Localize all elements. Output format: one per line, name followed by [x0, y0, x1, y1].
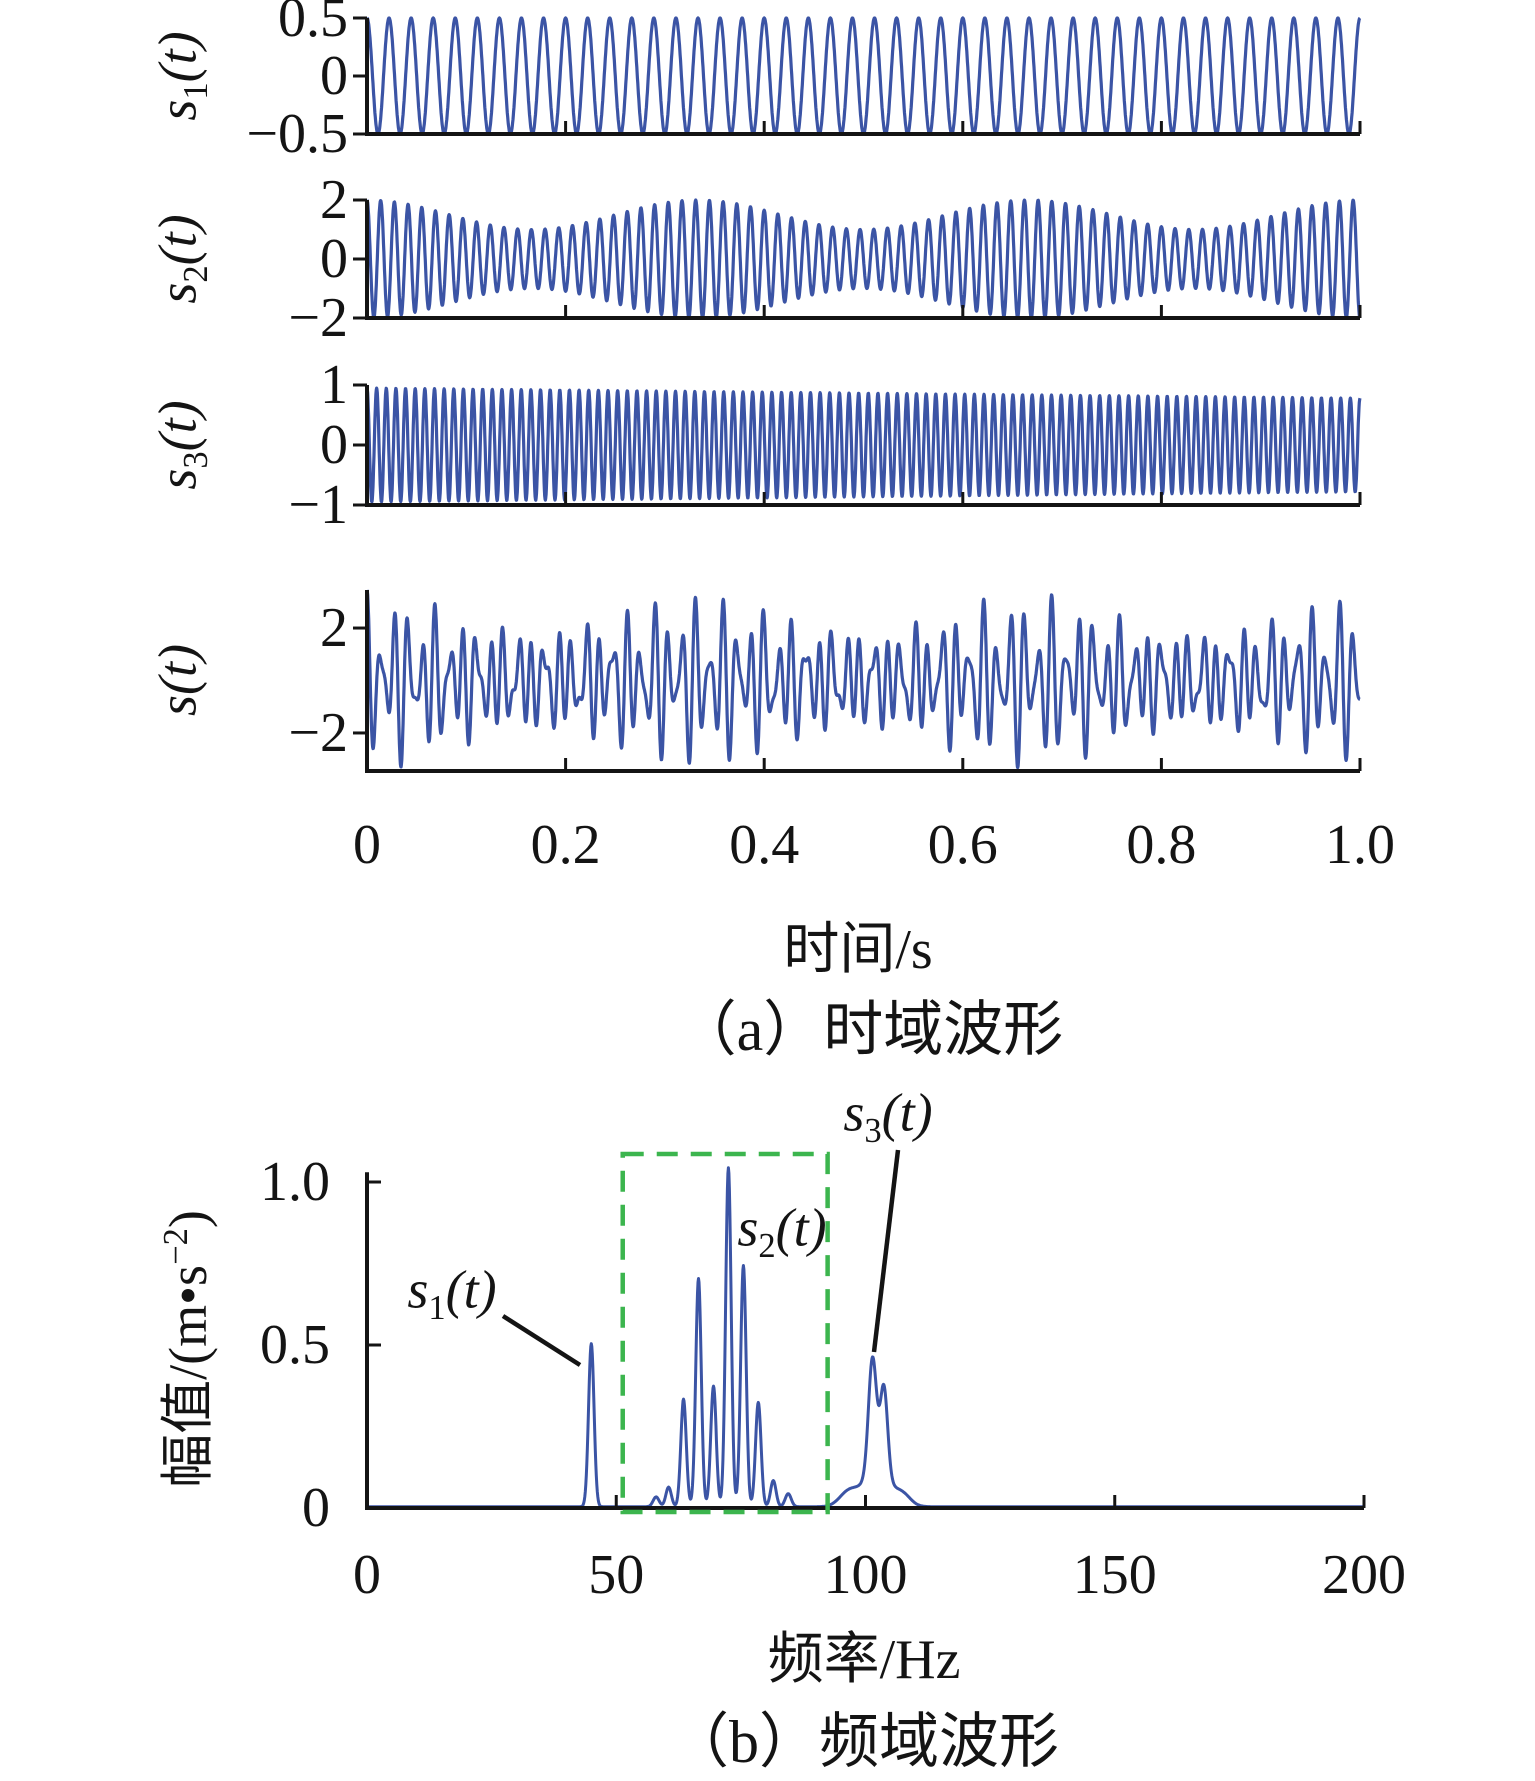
y-tick-label: 1 — [320, 354, 348, 416]
annotation-base: s — [737, 1197, 759, 1258]
time-x-tick-label: 0.8 — [1126, 814, 1197, 876]
time-x-tick-label: 0.4 — [729, 814, 800, 876]
panel-b-caption: （b）频域波形 — [669, 1709, 1059, 1775]
time-x-tick-label: 1.0 — [1325, 814, 1395, 876]
annotation-base: s — [407, 1259, 429, 1320]
time-panel-s3 — [353, 383, 1362, 507]
time-x-tick-label: 0.6 — [927, 814, 998, 876]
panel-b-xlabel: 频率/Hz — [767, 1629, 961, 1691]
y-tick-label: −1 — [288, 474, 348, 536]
annotation-sub: 3 — [864, 1112, 882, 1151]
y-tick-label: 2 — [320, 169, 348, 231]
annotation-s1: s1(t) — [407, 1262, 496, 1325]
time-panel-s1 — [353, 16, 1362, 136]
annotation-s2: s2(t) — [737, 1200, 826, 1263]
annotation-base: s — [843, 1082, 865, 1143]
time-panel-s2 — [353, 198, 1362, 320]
annotation-sub: 2 — [758, 1227, 776, 1266]
ylabel-pre: 幅值/(m•s — [158, 1264, 218, 1488]
freq-y-tick-label: 1.0 — [260, 1151, 330, 1213]
annotation-line-s1 — [501, 1314, 582, 1367]
freq-x-tick-label: 0 — [353, 1544, 381, 1606]
annotation-rest: (t) — [775, 1197, 827, 1258]
annotation-rest: (t) — [445, 1259, 497, 1320]
freq-y-tick-label: 0 — [302, 1477, 330, 1539]
freq-x-tick-label: 50 — [588, 1544, 645, 1606]
freq-x-tick-label: 150 — [1072, 1544, 1157, 1606]
ylabel-post: ) — [158, 1210, 218, 1229]
y-tick-label: 0 — [320, 45, 348, 107]
annotation-sub: 1 — [428, 1289, 446, 1328]
annotation-line-s3 — [871, 1149, 901, 1353]
time-x-tick-label: 0 — [353, 814, 381, 876]
y-tick-label: −0.5 — [246, 103, 348, 165]
freq-panel — [365, 1149, 1366, 1515]
y-tick-label: −2 — [288, 287, 348, 349]
y-tick-label: 0.5 — [278, 0, 348, 49]
y-tick-label: 0 — [320, 228, 348, 290]
y-tick-label: 2 — [320, 597, 348, 660]
annotation-rest: (t) — [881, 1082, 933, 1143]
freq-y-tick-label: 0.5 — [260, 1314, 330, 1376]
panel-a-xlabel: 时间/s — [783, 919, 933, 981]
annotation-s3: s3(t) — [843, 1085, 932, 1148]
time-panel-s — [353, 589, 1362, 773]
time-x-tick-label: 0.2 — [530, 814, 601, 876]
ylabel-sup: −2 — [157, 1228, 195, 1265]
freq-x-tick-label: 200 — [1322, 1544, 1406, 1606]
y-tick-label: −2 — [288, 701, 348, 764]
freq-x-tick-label: 100 — [823, 1544, 908, 1606]
panel-a-caption: （a）时域波形 — [676, 997, 1064, 1063]
y-tick-label: 0 — [320, 414, 348, 476]
highlight-box — [620, 1151, 830, 1515]
